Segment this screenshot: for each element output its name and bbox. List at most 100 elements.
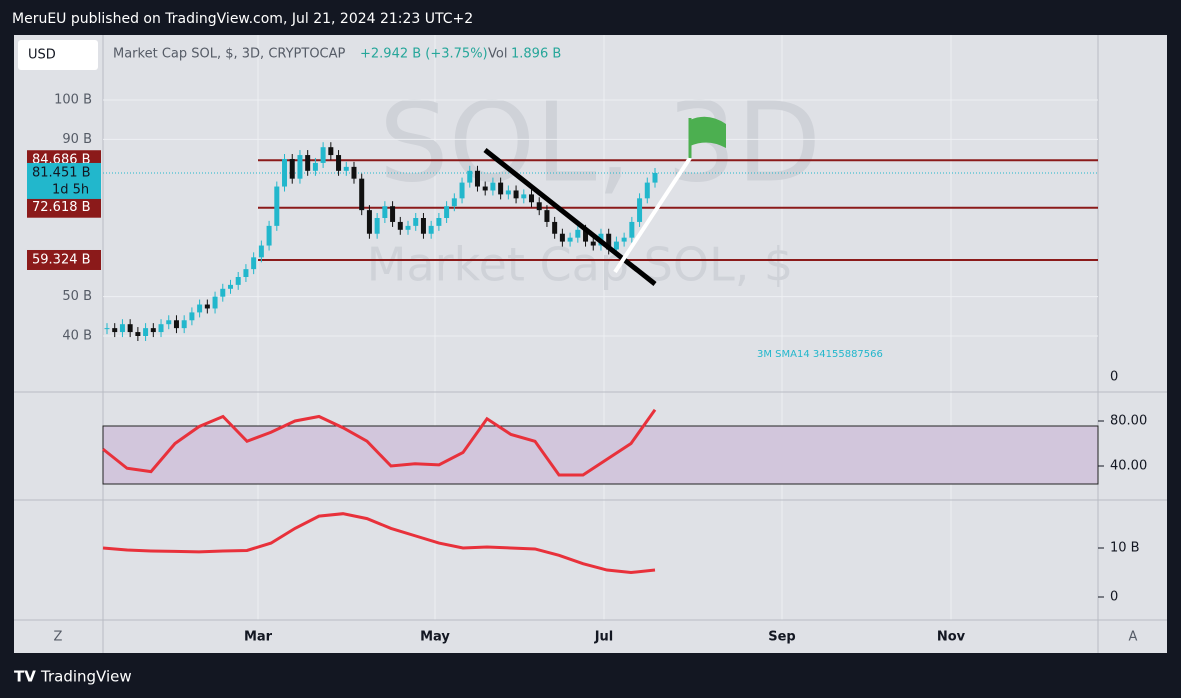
candle: [289, 159, 295, 179]
marks: 100 B90 B50 B40 B84.686 B72.618 B59.324 …: [27, 93, 1147, 645]
candle: [451, 198, 457, 207]
annotation: 3M SMA14 34155887566: [757, 349, 883, 360]
change: +2.942 B (+3.75%): [360, 47, 488, 62]
candle: [235, 277, 241, 285]
candle: [227, 284, 233, 289]
candle: [189, 312, 195, 321]
candle: [390, 206, 396, 222]
candle: [621, 237, 627, 242]
x-tick-label: Mar: [244, 630, 273, 645]
x-tick-label: Jul: [594, 630, 614, 645]
candle: [420, 218, 426, 234]
y-tick-label: 50 B: [62, 289, 92, 304]
candle: [405, 225, 411, 230]
candle: [150, 328, 156, 333]
candle: [181, 320, 187, 329]
rsi-band: [102, 425, 1099, 485]
chart-panel: [14, 35, 1167, 653]
candle: [652, 172, 658, 183]
candle: [127, 324, 133, 333]
candle: [644, 182, 650, 199]
candle: [459, 182, 465, 199]
candle: [505, 190, 511, 195]
candle: [413, 218, 419, 226]
candle: [482, 186, 488, 191]
candle: [513, 190, 519, 199]
candle: [590, 241, 596, 246]
arrow: [613, 156, 692, 274]
candle: [351, 166, 357, 179]
candle: [258, 245, 264, 258]
candle: [251, 257, 257, 270]
current-price-label: 81.451 B: [32, 165, 91, 180]
candle: [559, 233, 565, 242]
macd-line: [102, 512, 656, 575]
price-label: 59.324 B: [32, 252, 91, 267]
candle: [328, 147, 334, 156]
candle: [274, 186, 280, 226]
candle: [529, 194, 535, 203]
price-label-box: [27, 197, 101, 218]
macd-tick-label: 10 B: [1110, 541, 1140, 556]
pane-separators: [14, 35, 1167, 653]
candle: [613, 241, 619, 250]
candle: [143, 328, 149, 336]
candle: [305, 155, 311, 171]
rsi-line: [102, 408, 657, 477]
flag: [690, 116, 726, 148]
y-tick-label: 100 B: [54, 93, 92, 108]
current-price-box: [27, 162, 101, 199]
candle: [204, 304, 210, 309]
candle: [606, 233, 612, 250]
publisher: MeruEU published on TradingView.com, Jul…: [12, 11, 473, 27]
currency[interactable]: USD: [28, 48, 56, 63]
y-tick-label: 90 B: [62, 132, 92, 147]
candle: [243, 269, 249, 277]
candle: [474, 170, 480, 187]
chart-title: Market Cap SOL, $, 3D, CRYPTOCAP: [113, 47, 346, 62]
candle: [521, 194, 527, 199]
candle: [119, 324, 125, 333]
countdown: 1d 5h: [52, 182, 89, 197]
candle: [382, 206, 388, 218]
candle: [166, 320, 172, 325]
candle: [112, 328, 118, 333]
candle: [567, 237, 573, 242]
candle: [320, 147, 326, 163]
scale-left[interactable]: Z: [54, 630, 63, 645]
candle: [359, 178, 365, 211]
candle: [544, 210, 550, 222]
candle: [135, 332, 141, 336]
grid: [257, 35, 952, 620]
currency-box[interactable]: [18, 40, 98, 70]
brand: TradingView: [40, 668, 132, 686]
candle: [428, 225, 434, 234]
candle: [490, 182, 496, 191]
x-tick-label: Nov: [937, 630, 966, 645]
candle: [498, 182, 504, 195]
candle: [436, 218, 442, 226]
candle: [444, 206, 450, 218]
candle: [467, 170, 473, 183]
candle: [220, 288, 226, 297]
volume-tick-label: 0: [1110, 370, 1118, 385]
candle: [266, 225, 272, 246]
candle: [104, 328, 110, 330]
scale-right[interactable]: A: [1129, 630, 1138, 645]
macd-tick-label: 0: [1110, 590, 1118, 605]
candle: [336, 155, 342, 171]
candle: [397, 221, 403, 230]
logo: TV: [14, 668, 36, 686]
volume: 1.896 B: [511, 47, 561, 62]
y-tick-label: 40 B: [62, 329, 92, 344]
candle: [297, 155, 303, 179]
candle: [536, 202, 542, 211]
candle: [552, 221, 558, 234]
rsi-tick-label: 40.00: [1110, 459, 1147, 474]
watermark-sub: Market Cap SOL, $: [367, 238, 793, 292]
trendline: [483, 148, 657, 286]
candle: [637, 198, 643, 222]
x-tick-label: May: [420, 630, 450, 645]
candle: [343, 166, 349, 171]
